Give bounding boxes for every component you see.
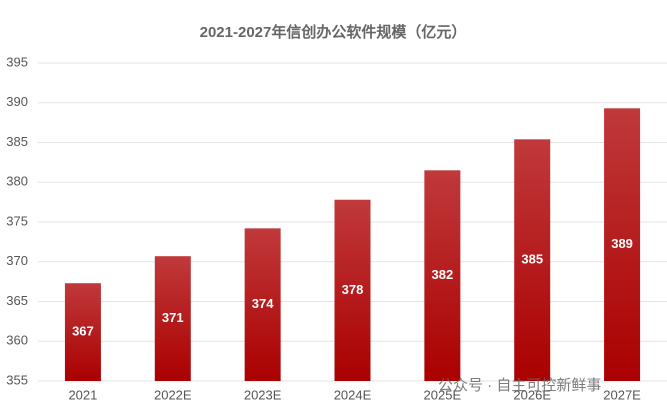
value-label: 374 [252,296,274,311]
bar [514,139,551,381]
value-label: 382 [432,267,454,282]
y-tick-label: 355 [6,372,28,387]
bar [424,170,461,381]
value-label: 389 [611,236,633,251]
y-tick-label: 365 [6,293,28,308]
bar [64,283,101,381]
y-tick-label: 375 [6,213,28,228]
chart-title: 2021-2027年信创办公软件规模（亿元） [200,23,467,41]
x-tick-label: 2021 [68,387,97,402]
y-tick-label: 390 [6,94,28,109]
bar [334,199,371,381]
watermark: 公众号 · 自主可控新鲜事 [438,377,601,394]
y-tick-label: 380 [6,174,28,189]
y-tick-label: 385 [6,134,28,149]
value-label: 367 [72,324,94,339]
x-tick-label: 2026E [513,387,551,402]
value-label: 371 [162,310,184,325]
value-label: 385 [521,252,543,267]
bar [604,108,641,381]
x-tick-label: 2023E [244,387,282,402]
x-tick-label: 2025E [424,387,462,402]
bar [154,256,191,381]
x-tick-label: 2022E [154,387,192,402]
y-tick-label: 360 [6,333,28,348]
value-label: 378 [342,282,364,297]
bar [244,228,281,381]
y-tick-label: 395 [6,54,28,69]
x-tick-label: 2027E [603,387,641,402]
x-tick-label: 2024E [334,387,372,402]
y-tick-label: 370 [6,253,28,268]
